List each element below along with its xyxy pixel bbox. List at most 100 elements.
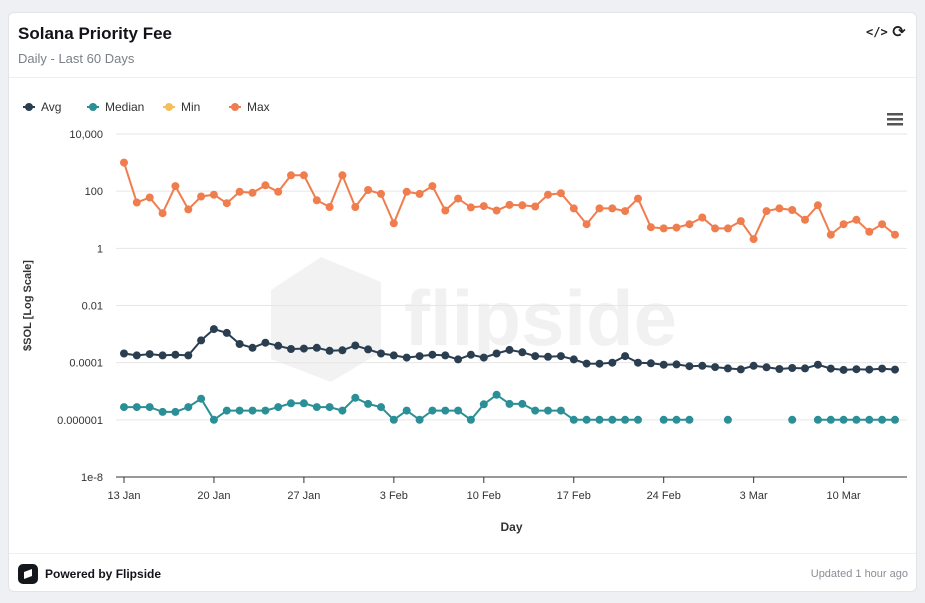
legend-item-avg[interactable]: Avg xyxy=(23,100,61,114)
data-point-avg[interactable] xyxy=(274,341,283,350)
data-point-max[interactable] xyxy=(492,206,501,215)
data-point-median[interactable] xyxy=(608,415,617,424)
data-point-median[interactable] xyxy=(184,403,193,412)
data-point-avg[interactable] xyxy=(878,364,887,373)
data-point-median[interactable] xyxy=(595,415,604,424)
data-point-avg[interactable] xyxy=(569,355,578,364)
data-point-median[interactable] xyxy=(325,403,334,412)
legend-item-median[interactable]: Median xyxy=(87,100,144,114)
data-point-max[interactable] xyxy=(364,186,373,194)
data-point-median[interactable] xyxy=(723,415,732,424)
data-point-avg[interactable] xyxy=(158,351,167,360)
data-point-median[interactable] xyxy=(299,399,308,408)
data-point-avg[interactable] xyxy=(531,352,540,361)
data-point-max[interactable] xyxy=(569,204,578,213)
data-point-median[interactable] xyxy=(839,415,848,424)
data-point-median[interactable] xyxy=(415,415,424,424)
data-point-median[interactable] xyxy=(389,415,398,424)
data-point-avg[interactable] xyxy=(595,359,604,368)
data-point-avg[interactable] xyxy=(261,338,270,347)
data-point-max[interactable] xyxy=(235,187,244,196)
data-point-max[interactable] xyxy=(852,215,861,224)
data-point-max[interactable] xyxy=(749,235,758,244)
data-point-median[interactable] xyxy=(531,406,540,415)
data-point-max[interactable] xyxy=(415,189,424,198)
data-point-avg[interactable] xyxy=(749,361,758,370)
data-point-avg[interactable] xyxy=(454,355,463,364)
data-point-avg[interactable] xyxy=(441,351,450,360)
data-point-max[interactable] xyxy=(377,189,385,198)
data-point-avg[interactable] xyxy=(466,350,475,359)
data-point-avg[interactable] xyxy=(145,350,154,359)
data-point-max[interactable] xyxy=(505,200,514,209)
data-point-avg[interactable] xyxy=(659,360,668,369)
data-point-avg[interactable] xyxy=(132,351,141,360)
data-point-max[interactable] xyxy=(171,182,180,191)
data-point-avg[interactable] xyxy=(608,358,617,367)
data-point-median[interactable] xyxy=(441,406,450,415)
data-point-median[interactable] xyxy=(634,415,642,424)
data-point-max[interactable] xyxy=(839,220,848,229)
data-point-max[interactable] xyxy=(389,219,398,228)
data-point-max[interactable] xyxy=(826,230,835,239)
data-point-max[interactable] xyxy=(711,224,720,233)
data-point-median[interactable] xyxy=(659,415,668,424)
data-point-median[interactable] xyxy=(351,393,360,402)
data-point-max[interactable] xyxy=(518,201,527,210)
data-point-avg[interactable] xyxy=(351,341,360,350)
data-point-avg[interactable] xyxy=(582,359,591,368)
data-point-max[interactable] xyxy=(351,203,360,211)
data-point-avg[interactable] xyxy=(672,360,681,369)
data-point-avg[interactable] xyxy=(120,349,128,358)
data-point-median[interactable] xyxy=(685,415,694,424)
data-point-avg[interactable] xyxy=(891,365,899,374)
data-point-max[interactable] xyxy=(685,220,694,229)
data-point-median[interactable] xyxy=(158,407,167,416)
data-point-max[interactable] xyxy=(634,194,642,203)
data-point-max[interactable] xyxy=(312,196,321,205)
data-point-avg[interactable] xyxy=(402,353,411,362)
data-point-median[interactable] xyxy=(788,415,797,424)
data-point-median[interactable] xyxy=(505,399,514,408)
data-point-median[interactable] xyxy=(518,399,527,408)
data-point-avg[interactable] xyxy=(762,363,771,372)
data-point-max[interactable] xyxy=(441,206,450,215)
legend-item-min[interactable]: Min xyxy=(163,100,200,114)
data-point-median[interactable] xyxy=(197,394,206,403)
data-point-avg[interactable] xyxy=(428,350,437,359)
data-point-avg[interactable] xyxy=(852,365,861,374)
data-point-avg[interactable] xyxy=(325,346,334,355)
data-point-max[interactable] xyxy=(466,203,475,212)
data-point-avg[interactable] xyxy=(711,363,720,372)
data-point-avg[interactable] xyxy=(518,348,527,357)
data-point-avg[interactable] xyxy=(197,336,206,345)
legend-item-max[interactable]: Max xyxy=(229,100,270,114)
data-point-median[interactable] xyxy=(338,406,347,415)
data-point-max[interactable] xyxy=(659,224,668,233)
data-point-avg[interactable] xyxy=(492,349,501,358)
data-point-avg[interactable] xyxy=(813,360,822,369)
data-point-max[interactable] xyxy=(801,215,809,224)
data-point-median[interactable] xyxy=(492,390,501,399)
menu-icon[interactable] xyxy=(887,113,903,126)
data-point-avg[interactable] xyxy=(723,364,732,373)
powered-by-label[interactable]: Powered by Flipside xyxy=(45,567,162,581)
data-point-max[interactable] xyxy=(120,158,128,167)
data-point-max[interactable] xyxy=(428,182,437,191)
data-point-median[interactable] xyxy=(171,407,180,416)
data-point-avg[interactable] xyxy=(826,364,835,373)
data-point-median[interactable] xyxy=(621,415,630,424)
data-point-avg[interactable] xyxy=(865,365,874,374)
data-point-avg[interactable] xyxy=(184,351,193,360)
data-point-avg[interactable] xyxy=(338,346,347,355)
data-point-max[interactable] xyxy=(698,213,707,222)
data-point-median[interactable] xyxy=(287,399,295,408)
data-point-avg[interactable] xyxy=(634,358,642,367)
data-point-median[interactable] xyxy=(209,415,218,424)
data-point-max[interactable] xyxy=(582,220,591,229)
data-point-median[interactable] xyxy=(261,406,270,415)
data-point-max[interactable] xyxy=(891,230,899,239)
data-point-avg[interactable] xyxy=(621,352,630,361)
data-point-max[interactable] xyxy=(325,203,334,211)
data-point-max[interactable] xyxy=(762,207,771,216)
